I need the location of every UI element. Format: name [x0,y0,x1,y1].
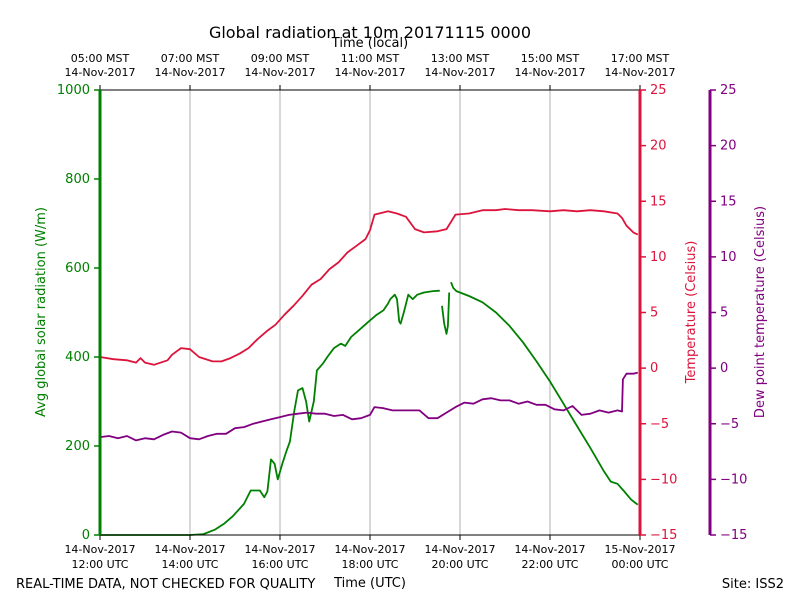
dew-point-temperature-line [99,371,639,442]
y-axis-dewpoint-tick-label: 20 [720,139,737,154]
top-tick-label: 13:00 MST [431,52,490,65]
y-axis-temperature-tick-label: 10 [650,250,667,265]
y-axis-temperature-tick-label: 25 [650,83,667,98]
y-axis-temperature-tick-label: −5 [650,417,669,432]
y-left-tick-label: 0 [82,528,90,543]
y-left-tick-label: 1000 [57,83,90,98]
top-tick-label: 09:00 MST [251,52,310,65]
top-axis-label: Time (local) [331,36,408,51]
series-layer [99,208,639,536]
y-axis-left-label: Avg global solar radiation (W/m) [34,207,49,417]
x-tick-label: 20:00 UTC [431,558,488,571]
x-tick-label: 16:00 UTC [251,558,308,571]
top-tick-label: 14-Nov-2017 [244,66,315,79]
y-axis-temperature-tick-label: 20 [650,139,667,154]
x-tick-label: 15-Nov-2017 [604,543,675,556]
x-axis-label: Time (UTC) [333,576,406,591]
x-tick-label: 22:00 UTC [521,558,578,571]
y-axis-temperature-tick-label: −15 [650,528,677,543]
y-axis-dewpoint-tick-label: 25 [720,83,737,98]
top-tick-label: 07:00 MST [161,52,220,65]
y-axis-temperature-tick-label: 5 [650,306,658,321]
axes: 14-Nov-2017 12:00 UTC 14-Nov-2017 14:00 UTC… [57,52,748,571]
y-axis-dewpoint-tick-label: 5 [720,306,728,321]
x-tick-label: 00:00 UTC [611,558,668,571]
y-axis-temperature-label: Temperature (Celsius) [684,241,699,385]
y-left-tick-label: 800 [65,172,90,187]
grid [189,90,551,535]
y-axis-dewpoint-tick-label: 0 [720,361,728,376]
site-label: Site: ISS2 [722,577,784,592]
top-tick-label: 14-Nov-2017 [514,66,585,79]
x-tick-label: 14-Nov-2017 [334,543,405,556]
y-left-tick-label: 600 [65,261,90,276]
y-axis-temperature-tick-label: 15 [650,194,667,209]
y-axis-dewpoint-tick-label: −15 [720,528,747,543]
x-tick-label: 18:00 UTC [341,558,398,571]
y-axis-dewpoint-tick-label: 10 [720,250,737,265]
x-tick-label: 14:00 UTC [161,558,218,571]
top-tick-label: 14-Nov-2017 [154,66,225,79]
temperature-line [99,208,639,366]
y-left-tick-label: 200 [65,439,90,454]
x-tick-label: 12:00 UTC [71,558,128,571]
x-tick-label: 14-Nov-2017 [244,543,315,556]
y-axis-dewpoint-label: Dew point temperature (Celsius) [753,206,768,418]
x-tick-label: 14-Nov-2017 [64,543,135,556]
y-axis-temperature-tick-label: 0 [650,361,658,376]
top-tick-label: 14-Nov-2017 [424,66,495,79]
top-tick-label: 15:00 MST [521,52,580,65]
y-axis-dewpoint-tick-label: −5 [720,417,739,432]
y-axis-dewpoint-tick-label: 15 [720,194,737,209]
chart-title: Global radiation at 10m 20171115 0000 [209,23,531,42]
x-tick-label: 14-Nov-2017 [424,543,495,556]
avg-global-solar-radiation-line [100,281,639,536]
top-tick-label: 14-Nov-2017 [64,66,135,79]
top-tick-label: 11:00 MST [341,52,400,65]
top-tick-label: 14-Nov-2017 [334,66,405,79]
y-left-tick-label: 400 [65,350,90,365]
top-tick-label: 05:00 MST [71,52,130,65]
top-tick-label: 14-Nov-2017 [604,66,675,79]
x-tick-label: 14-Nov-2017 [514,543,585,556]
y-axis-temperature-tick-label: −10 [650,472,677,487]
top-tick-label: 17:00 MST [611,52,670,65]
quality-warning: REAL-TIME DATA, NOT CHECKED FOR QUALITY [16,577,315,592]
y-axis-dewpoint-tick-label: −10 [720,472,747,487]
x-tick-label: 14-Nov-2017 [154,543,225,556]
